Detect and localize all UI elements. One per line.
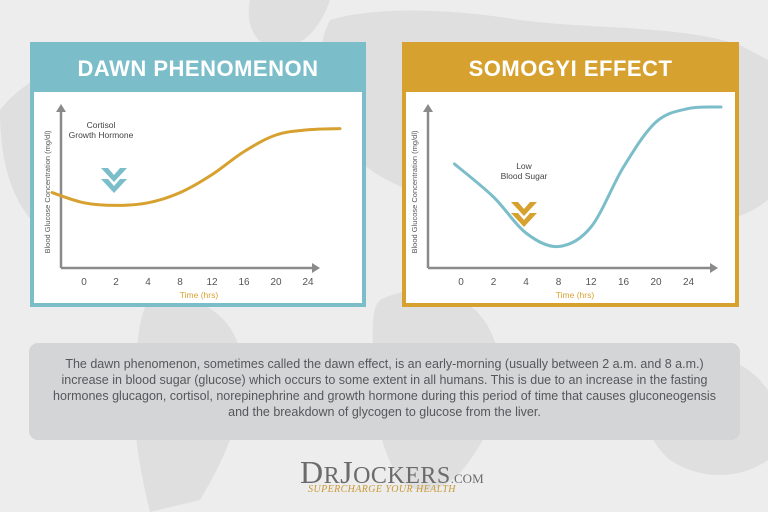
annotation-label: Growth Hormone — [69, 130, 134, 140]
chevron-shape — [101, 179, 127, 193]
x-tick-label: 12 — [206, 277, 218, 288]
x-axis-arrow-icon — [710, 263, 718, 273]
blood-glucose-curve — [453, 105, 723, 249]
somogyi-effect-panel: SOMOGYI EFFECT Blood Glucose Concentrati… — [402, 42, 739, 307]
x-axis-arrow-icon — [312, 263, 320, 273]
x-tick-label: 8 — [177, 277, 183, 288]
info-description-box: The dawn phenomenon, sometimes called th… — [29, 343, 740, 440]
x-tick-label: 0 — [458, 277, 464, 288]
y-axis-arrow-icon — [56, 104, 66, 112]
somogyi-effect-title: SOMOGYI EFFECT — [406, 46, 735, 92]
x-axis-label: Time (hrs) — [556, 290, 595, 300]
blood-glucose-curve — [50, 127, 342, 207]
annotation-label: Blood Sugar — [501, 171, 548, 181]
logo-wordmark: DRJOCKERS.COM — [300, 454, 484, 490]
dawn-phenomenon-chart: Blood Glucose Concentration (mg/dl)0 2 4 8 1… — [43, 104, 342, 300]
y-axis-label: Blood Glucose Concentration (mg/dl) — [43, 130, 52, 253]
chevron-down-icon — [511, 202, 537, 227]
y-axis-label: Blood Glucose Concentration (mg/dl) — [410, 130, 419, 253]
drjockers-logo: DRJOCKERS.COM SUPERCHARGE YOUR HEALTH — [282, 452, 484, 500]
logo-tagline: SUPERCHARGE YOUR HEALTH — [308, 484, 456, 495]
x-tick-label: 16 — [618, 277, 630, 288]
x-tick-label: 24 — [302, 277, 314, 288]
x-tick-label: 8 — [556, 277, 562, 288]
chevron-shape — [511, 213, 537, 227]
x-tick-label: 20 — [270, 277, 282, 288]
x-tick-label: 4 — [523, 277, 529, 288]
annotation-label: Low — [516, 161, 532, 171]
dawn-phenomenon-title: DAWN PHENOMENON — [34, 46, 362, 92]
dawn-phenomenon-panel: DAWN PHENOMENON Blood Glucose Concentrat… — [30, 42, 366, 307]
x-axis-label: Time (hrs) — [180, 290, 219, 300]
chevron-shape — [101, 168, 127, 182]
chevron-down-icon — [101, 168, 127, 193]
annotation-label: Cortisol — [87, 120, 116, 130]
x-tick-label: 16 — [238, 277, 250, 288]
x-tick-label: 20 — [650, 277, 662, 288]
x-tick-label: 4 — [145, 277, 151, 288]
chevron-shape — [511, 202, 537, 216]
info-description-text: The dawn phenomenon, sometimes called th… — [53, 357, 716, 419]
somogyi-effect-chart: Blood Glucose Concentration (mg/dl)0 2 4 8 1… — [410, 104, 723, 300]
x-tick-label: 2 — [491, 277, 497, 288]
y-axis-arrow-icon — [423, 104, 433, 112]
x-tick-label: 0 — [81, 277, 87, 288]
x-tick-label: 2 — [113, 277, 119, 288]
x-tick-label: 24 — [683, 277, 695, 288]
x-tick-label: 12 — [585, 277, 597, 288]
